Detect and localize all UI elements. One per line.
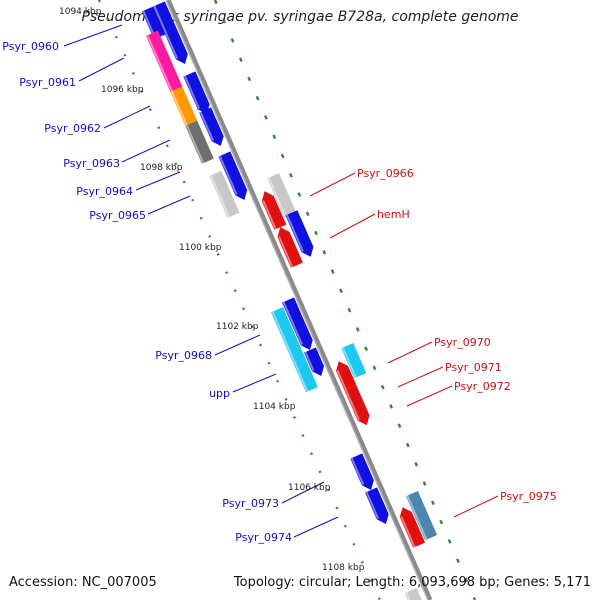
- outer-dotted-guide: [213, 0, 477, 600]
- leader-psyr-0965: [147, 195, 191, 215]
- gene-psyr-0962-highlight: [170, 90, 188, 126]
- gene-psyr-0965-highlight: [209, 175, 231, 218]
- leader-psyr-0971: [397, 366, 444, 388]
- gene-label-psyr-0966[interactable]: Psyr_0966: [357, 167, 414, 180]
- gene-hemh-highlight: [285, 214, 304, 252]
- gene-psyr-0971[interactable]: [344, 384, 367, 414]
- leader-psyr-0972: [406, 385, 453, 407]
- gene-label-psyr-0962[interactable]: Psyr_0962: [44, 122, 101, 135]
- gene-psyr-0975-a[interactable]: [399, 507, 426, 548]
- gene-psyr-0972-highlight: [354, 410, 360, 421]
- gene-psyr-0966-a-highlight: [262, 200, 277, 230]
- gene-label-psyr-0970[interactable]: Psyr_0970: [434, 336, 491, 349]
- leader-psyr-0968: [214, 334, 261, 356]
- leader-hemh: [329, 213, 376, 239]
- leader-psyr-0962: [103, 105, 151, 129]
- gene-psyr-0966-a[interactable]: [261, 191, 287, 230]
- kbp-tick-labels: 1094 kbp 1096 kbp 1098 kbp 1100 kbp 1102…: [59, 7, 365, 573]
- gene-upp-b[interactable]: [304, 347, 324, 376]
- gene-psyr-0964-highlight: [218, 155, 238, 196]
- leader-psyr-0975: [453, 495, 499, 518]
- gene-label-psyr-0974[interactable]: Psyr_0974: [235, 531, 292, 544]
- gene-psyr-0966-highlight: [267, 177, 287, 218]
- gene-label-psyr-0964[interactable]: Psyr_0964: [76, 185, 133, 198]
- tick-label-1096: 1096 kbp: [101, 85, 144, 95]
- tick-label-1108: 1108 kbp: [322, 563, 365, 573]
- gene-hemh-a[interactable]: [277, 227, 303, 268]
- gene-psyr-0973[interactable]: [350, 453, 374, 490]
- tick-label-1104: 1104 kbp: [253, 402, 296, 412]
- gene-label-psyr-0968[interactable]: Psyr_0968: [155, 349, 212, 362]
- leader-lines: [63, 24, 499, 538]
- gene-label-psyr-0963[interactable]: Psyr_0963: [63, 157, 120, 170]
- gene-psyr-0960-a-highlight: [153, 5, 179, 60]
- gene-psyr-0970-highlight: [341, 347, 357, 378]
- tick-label-1098: 1098 kbp: [140, 163, 183, 173]
- leader-psyr-0964: [135, 171, 181, 191]
- gene-psyr-0975[interactable]: [406, 491, 438, 541]
- gene-psyr-0960-left[interactable]: [141, 6, 166, 40]
- gene-psyr-0977[interactable]: [404, 588, 423, 600]
- tick-label-1100: 1100 kbp: [179, 243, 222, 253]
- gene-psyr-0961-b-highlight: [183, 75, 201, 110]
- gene-psyr-0972[interactable]: [353, 406, 370, 426]
- right-gene-labels: Psyr_0966 hemH Psyr_0970 Psyr_0971 Psyr_…: [357, 167, 557, 503]
- gene-hemh-a-highlight: [278, 236, 294, 268]
- leader-psyr-0970: [387, 341, 433, 364]
- gene-psyr-0962[interactable]: [170, 86, 198, 126]
- leader-psyr-0974: [293, 516, 339, 538]
- gene-label-psyr-0971[interactable]: Psyr_0971: [445, 361, 502, 374]
- genome-stats-label: Topology: circular; Length: 6,093,698 bp…: [233, 575, 591, 590]
- gene-psyr-0977-highlight: [405, 592, 411, 600]
- gene-psyr-0962-b[interactable]: [199, 107, 224, 146]
- gene-upp-highlight: [282, 301, 304, 346]
- gene-psyr-0974-highlight: [365, 491, 380, 520]
- gene-psyr-0963-highlight: [185, 124, 205, 164]
- gene-label-hemh[interactable]: hemH: [377, 208, 410, 221]
- gene-psyr-0971-highlight: [344, 388, 357, 414]
- gene-psyr-0961[interactable]: [146, 30, 183, 92]
- gene-psyr-0970[interactable]: [341, 343, 367, 379]
- leader-psyr-0966: [309, 172, 356, 197]
- left-gene-labels: Psyr_0960 Psyr_0961 Psyr_0962 Psyr_0963 …: [2, 40, 292, 544]
- leader-upp: [232, 373, 277, 393]
- gene-psyr-0962-b-highlight: [199, 111, 214, 142]
- gene-label-psyr-0965[interactable]: Psyr_0965: [89, 209, 146, 222]
- leader-psyr-0960: [63, 24, 123, 47]
- gene-psyr-0960-a[interactable]: [152, 1, 188, 64]
- gene-label-psyr-0973[interactable]: Psyr_0973: [222, 497, 279, 510]
- map-title: Pseudomonas syringae pv. syringae B728a,…: [81, 9, 519, 25]
- gene-label-psyr-0972[interactable]: Psyr_0972: [454, 380, 511, 393]
- gene-psyr-0975-a-highlight: [400, 516, 416, 548]
- gene-psyr-0965[interactable]: [209, 170, 240, 218]
- gene-psyr-0963[interactable]: [185, 120, 214, 164]
- tick-label-1094: 1094 kbp: [59, 7, 102, 17]
- tick-label-1102: 1102 kbp: [216, 322, 259, 332]
- gene-psyr-0968-highlight: [271, 311, 309, 393]
- gene-label-psyr-0975[interactable]: Psyr_0975: [500, 490, 557, 503]
- accession-label: Accession: NC_007005: [9, 575, 157, 590]
- gene-psyr-0970-a-highlight: [336, 370, 347, 390]
- tick-label-1106: 1106 kbp: [288, 483, 331, 493]
- leader-psyr-0963: [121, 139, 171, 163]
- gene-psyr-0973-highlight: [350, 457, 365, 486]
- genome-backbone: [165, 0, 433, 600]
- gene-label-psyr-0960[interactable]: Psyr_0960: [2, 40, 59, 53]
- gene-psyr-0975-highlight: [406, 495, 428, 540]
- gene-psyr-0961-b[interactable]: [183, 71, 210, 114]
- gene-psyr-0964[interactable]: [218, 151, 248, 200]
- gene-upp-b-highlight: [304, 351, 315, 372]
- gene-label-psyr-0961[interactable]: Psyr_0961: [19, 76, 76, 89]
- leader-psyr-0973: [281, 481, 325, 504]
- gene-upp[interactable]: [282, 297, 313, 350]
- gene-hemh[interactable]: [285, 210, 314, 257]
- gene-psyr-0968[interactable]: [271, 307, 318, 393]
- gene-psyr-0970-a[interactable]: [336, 361, 357, 390]
- gene-psyr-0966[interactable]: [267, 173, 297, 219]
- gene-psyr-0974[interactable]: [365, 487, 389, 524]
- gene-psyr-0961-highlight: [146, 34, 173, 92]
- leader-psyr-0961: [78, 57, 125, 82]
- gene-label-upp[interactable]: upp: [209, 387, 230, 400]
